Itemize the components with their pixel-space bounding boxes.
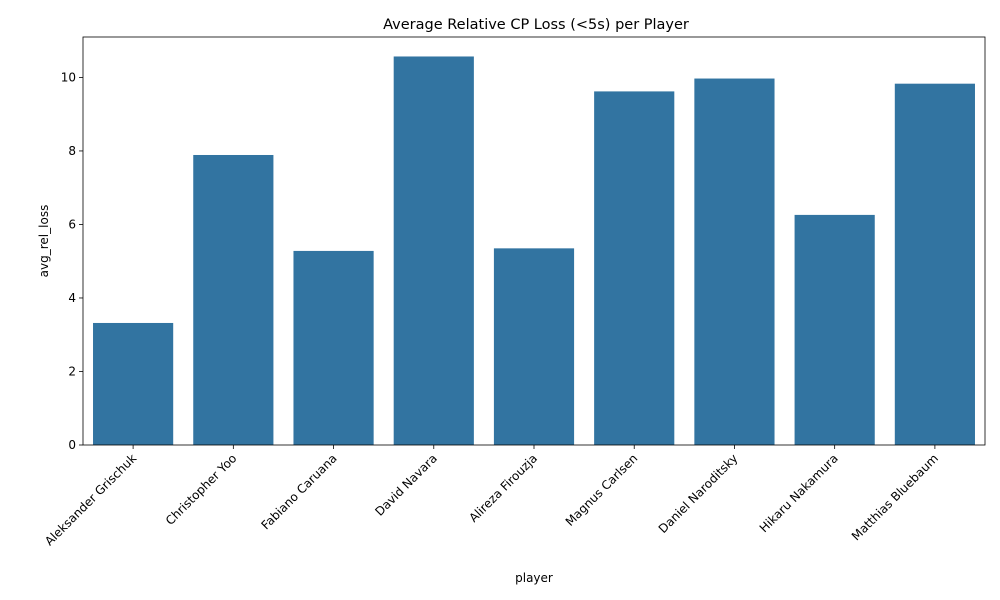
bar (694, 78, 775, 446)
bar (193, 154, 274, 445)
x-tick-label: Matthias Bluebaum (849, 451, 941, 543)
x-ticks: Aleksander Grischuk Christopher Yoo Fabian… (42, 445, 941, 548)
x-tick-label: Daniel Naroditsky (656, 451, 741, 536)
bar (493, 248, 575, 445)
chart-title: Average Relative CP Loss (<5s) per Playe… (383, 17, 689, 33)
x-tick-label: David Navara (372, 451, 440, 519)
y-tick-label: 8 (68, 144, 76, 158)
x-tick-label: Magnus Carlsen (563, 451, 641, 529)
x-tick-label: Fabiano Caruana (258, 451, 339, 532)
axes-frame (82, 36, 986, 446)
x-tick-label: Alireza Firouzja (466, 451, 540, 525)
x-tick-label: Aleksander Grischuk (42, 451, 139, 548)
bar (293, 250, 374, 445)
x-tick-label: Christopher Yoo (163, 451, 240, 528)
y-ticks: 0 2 4 6 8 10 (61, 70, 83, 452)
bar (93, 322, 174, 445)
plot-frame (82, 36, 986, 446)
y-tick-label: 10 (61, 70, 76, 84)
bar (594, 91, 675, 446)
bar (894, 83, 975, 445)
x-tick-label: Hikaru Nakamura (757, 451, 841, 535)
y-tick-label: 2 (68, 364, 76, 378)
x-axis-label: player (515, 571, 553, 585)
bar (794, 214, 875, 445)
y-axis-label: avg_rel_loss (37, 205, 51, 278)
y-tick-label: 4 (68, 291, 76, 305)
y-tick-label: 0 (68, 438, 76, 452)
bar (393, 56, 474, 445)
bars (93, 56, 975, 446)
y-tick-label: 6 (68, 217, 76, 231)
